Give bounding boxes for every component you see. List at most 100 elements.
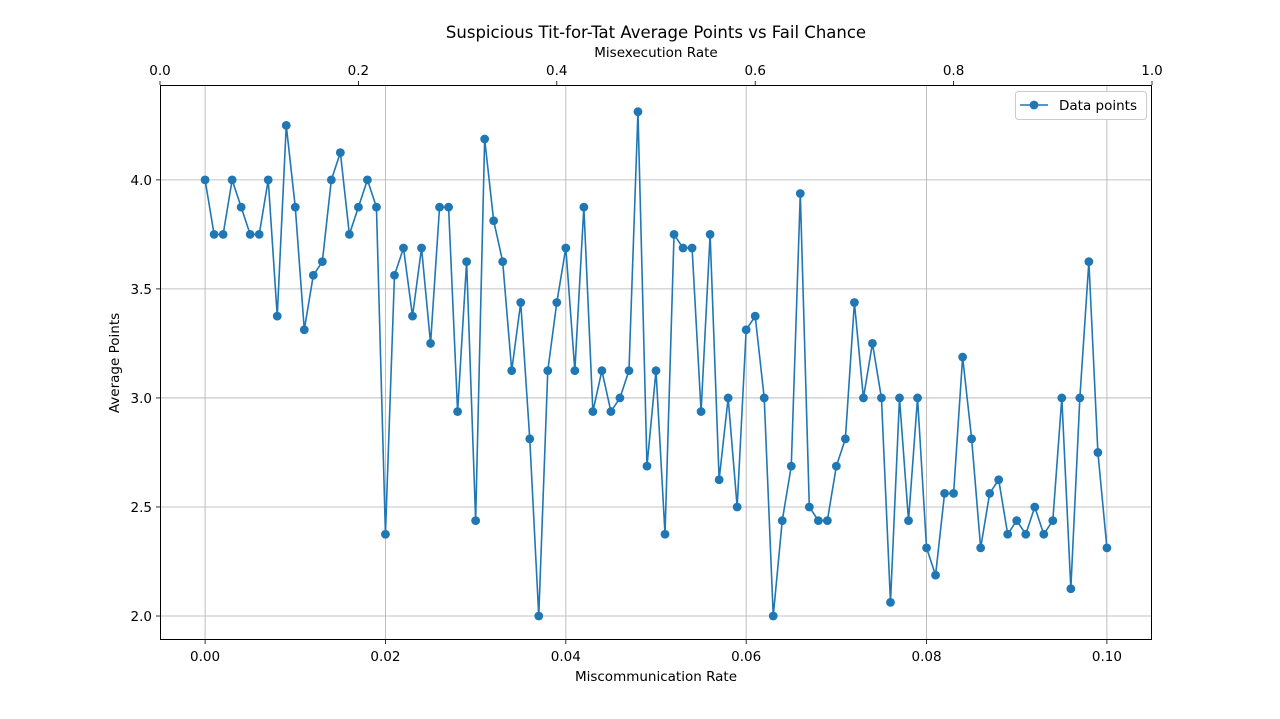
data-point <box>1039 529 1049 539</box>
y-tick-label: 4.0 <box>131 173 152 189</box>
data-point <box>931 570 940 580</box>
y-axis-ticks: 2.0 2.5 3.0 3.5 4.0 <box>131 173 160 625</box>
data-point <box>759 393 769 403</box>
top-x-tick-label: 0.4 <box>546 63 567 79</box>
data-point <box>507 366 517 376</box>
data-point <box>1048 516 1058 525</box>
data-point <box>263 175 273 185</box>
data-point <box>795 189 805 198</box>
data-point <box>840 434 850 444</box>
data-point <box>651 366 661 376</box>
data-point <box>669 229 679 239</box>
legend: Data points <box>1015 91 1147 120</box>
data-point <box>985 488 995 498</box>
data-point <box>804 502 814 512</box>
plot-frame <box>160 85 1152 640</box>
data-point <box>372 202 381 212</box>
data-point <box>1021 529 1031 539</box>
data-point <box>913 393 922 403</box>
x-axis-ticks: 0.00 0.02 0.04 0.06 0.08 0.10 <box>190 640 1122 665</box>
data-point <box>768 611 778 621</box>
data-point <box>534 611 544 621</box>
data-point <box>705 229 715 239</box>
data-point <box>579 202 589 212</box>
legend-label: Data points <box>1059 98 1137 114</box>
data-point <box>525 434 535 444</box>
data-point <box>227 175 237 185</box>
data-point <box>967 434 977 444</box>
data-point <box>272 311 282 321</box>
data-point <box>633 107 643 117</box>
legend-marker-swatch <box>1029 100 1039 110</box>
data-point <box>308 270 318 280</box>
data-point <box>381 529 390 539</box>
data-point <box>949 488 958 498</box>
data-point <box>786 461 796 471</box>
x-tick-label: 0.00 <box>190 649 220 665</box>
top-x-tick-label: 1.0 <box>1141 63 1162 79</box>
data-point <box>444 202 453 212</box>
data-point <box>777 516 787 525</box>
data-point <box>453 407 462 416</box>
data-point <box>877 393 886 403</box>
data-point <box>624 366 634 376</box>
data-point <box>218 229 228 239</box>
data-point <box>435 202 444 212</box>
data-point <box>326 175 336 185</box>
data-point <box>399 243 408 253</box>
data-point <box>1030 502 1040 512</box>
y-tick-label: 2.5 <box>131 500 152 516</box>
data-point <box>678 243 688 253</box>
data-point <box>471 516 481 525</box>
y-tick-label: 2.0 <box>131 609 152 625</box>
data-point <box>363 175 372 185</box>
data-point <box>859 393 868 403</box>
data-point <box>1003 529 1013 539</box>
data-point <box>317 257 327 267</box>
data-point <box>245 229 255 239</box>
data-point <box>714 475 724 485</box>
top-x-axis-label: Misexecution Rate <box>594 45 717 61</box>
data-point <box>831 461 841 471</box>
data-point <box>299 325 309 335</box>
x-tick-label: 0.10 <box>1092 649 1122 665</box>
data-point <box>732 502 742 512</box>
top-x-tick-label: 0.0 <box>149 63 170 79</box>
data-point <box>696 407 706 416</box>
data-point <box>335 148 345 158</box>
data-point <box>570 366 580 376</box>
data-point <box>552 298 562 307</box>
data-point <box>354 202 363 212</box>
chart-title: Suspicious Tit-for-Tat Average Points vs… <box>446 23 866 42</box>
data-point <box>1057 393 1067 403</box>
data-point <box>976 543 986 553</box>
data-point <box>642 461 652 471</box>
series-layer <box>200 107 1112 621</box>
data-point <box>236 202 246 212</box>
data-point <box>254 229 264 239</box>
top-x-tick-label: 0.6 <box>744 63 765 79</box>
data-point <box>480 134 490 144</box>
data-point <box>426 339 435 348</box>
top-x-axis-ticks: 0.0 0.2 0.4 0.6 0.8 1.0 <box>149 63 1163 85</box>
data-point <box>200 175 210 185</box>
top-x-tick-label: 0.8 <box>943 63 964 79</box>
data-point <box>868 339 877 348</box>
data-point <box>543 366 553 376</box>
data-point <box>390 270 399 280</box>
y-tick-label: 3.5 <box>131 282 152 298</box>
data-point <box>940 488 949 498</box>
top-x-tick-label: 0.2 <box>348 63 369 79</box>
data-point <box>597 366 607 376</box>
data-point <box>922 543 931 553</box>
x-tick-label: 0.02 <box>370 649 400 665</box>
data-point <box>850 298 859 307</box>
data-point <box>1093 448 1103 457</box>
y-axis-label: Average Points <box>107 313 123 413</box>
data-point <box>417 243 426 253</box>
data-point <box>660 529 670 539</box>
data-point <box>1102 543 1112 553</box>
data-point <box>498 257 508 267</box>
data-point <box>588 407 598 416</box>
